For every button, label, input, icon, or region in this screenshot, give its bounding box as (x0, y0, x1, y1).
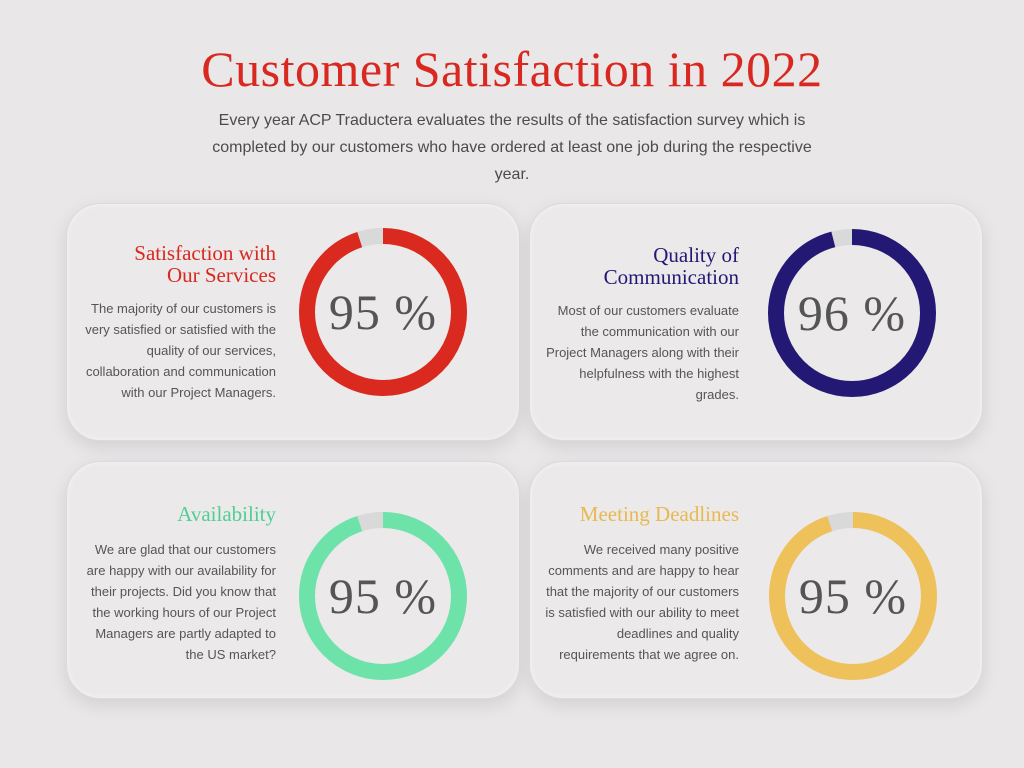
card-text-communication: Most of our customers evaluate the commu… (546, 303, 739, 402)
gauge-value-services: 95 % (328, 284, 438, 340)
page-title: Customer Satisfaction in 2022 (201, 41, 823, 97)
card-title-deadlines: Meeting Deadlines (579, 502, 739, 526)
gauge-value-availability: 95 % (328, 568, 438, 624)
gauge-value-deadlines: 95 % (798, 568, 908, 624)
card-services: Satisfaction with Our Services The major… (66, 203, 520, 441)
card-title-services: Satisfaction with Our Services (134, 241, 276, 287)
gauge-slice-satisfied-availability (299, 512, 467, 680)
card-availability: Availability We are glad that our custom… (66, 461, 520, 699)
card-text-deadlines: We received many positive comments and a… (545, 542, 739, 662)
page-subtitle: Every year ACP Traductera evaluates the … (212, 112, 812, 183)
card-text-availability: We are glad that our customers are happy… (86, 542, 276, 662)
gauge-communication: 96 % (765, 226, 939, 400)
card-title-availability: Availability (177, 502, 276, 526)
gauge-slice-satisfied-deadlines (769, 512, 937, 680)
card-communication: Quality of Communication Most of our cus… (529, 203, 983, 441)
card-title-communication: Quality of Communication (603, 243, 739, 289)
gauge-slice-satisfied-communication (768, 229, 936, 397)
gauge-value-communication: 96 % (797, 285, 907, 341)
card-text-services: The majority of our customers is very sa… (85, 301, 276, 400)
gauge-slice-satisfied-services (299, 228, 467, 396)
card-deadlines: Meeting Deadlines We received many posit… (529, 461, 983, 699)
gauge-services: 95 % (296, 225, 470, 399)
gauge-deadlines: 95 % (766, 509, 940, 683)
gauge-availability: 95 % (296, 509, 470, 683)
